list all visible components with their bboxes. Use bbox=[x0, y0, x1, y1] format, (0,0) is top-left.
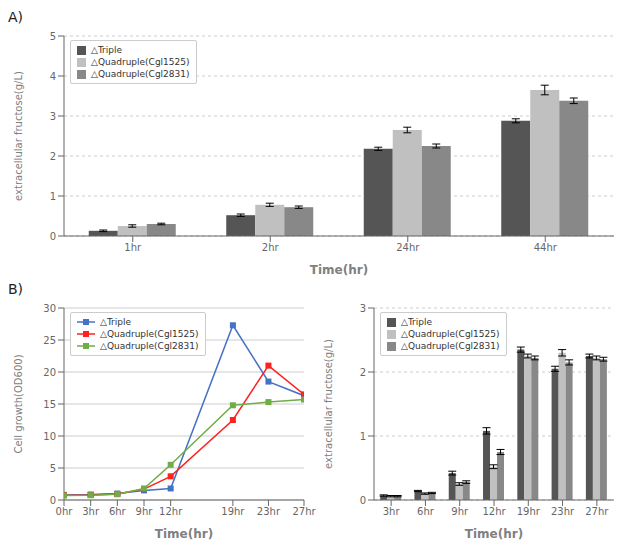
svg-text:Time(hr): Time(hr) bbox=[155, 527, 213, 541]
svg-text:0: 0 bbox=[360, 495, 366, 506]
svg-text:3hr: 3hr bbox=[383, 506, 401, 517]
svg-text:19hr: 19hr bbox=[517, 506, 541, 517]
svg-text:2: 2 bbox=[50, 151, 56, 162]
html-text:△Triple: △Triple bbox=[401, 317, 433, 327]
svg-text:Cell growth(OD600): Cell growth(OD600) bbox=[13, 354, 24, 453]
html-text:△Quadruple(Cgl1525): △Quadruple(Cgl1525) bbox=[401, 329, 500, 339]
svg-text:19hr: 19hr bbox=[221, 506, 245, 517]
svg-text:23hr: 23hr bbox=[551, 506, 575, 517]
html-text:△Quadruple(Cgl2831): △Quadruple(Cgl2831) bbox=[100, 341, 199, 351]
svg-text:12hr: 12hr bbox=[159, 506, 183, 517]
svg-text:9hr: 9hr bbox=[136, 506, 154, 517]
svg-text:0hr: 0hr bbox=[56, 506, 74, 517]
svg-text:0: 0 bbox=[50, 231, 56, 242]
svg-text:2: 2 bbox=[360, 367, 366, 378]
svg-text:3: 3 bbox=[360, 303, 366, 314]
html-text:△Quadruple(Cgl2831): △Quadruple(Cgl2831) bbox=[91, 69, 190, 79]
svg-text:3hr: 3hr bbox=[82, 506, 100, 517]
html-text:A): A) bbox=[8, 9, 23, 25]
svg-text:27hr: 27hr bbox=[585, 506, 609, 517]
svg-text:9hr: 9hr bbox=[451, 506, 469, 517]
svg-text:10: 10 bbox=[43, 431, 56, 442]
svg-text:5: 5 bbox=[50, 31, 56, 42]
html-text:B): B) bbox=[8, 281, 24, 297]
svg-text:5: 5 bbox=[50, 463, 56, 474]
svg-text:3: 3 bbox=[50, 111, 56, 122]
html-text:△Quadruple(Cgl2831): △Quadruple(Cgl2831) bbox=[401, 341, 500, 351]
svg-text:4: 4 bbox=[50, 71, 56, 82]
html-text:△Quadruple(Cgl1525): △Quadruple(Cgl1525) bbox=[100, 329, 199, 339]
svg-text:6hr: 6hr bbox=[417, 506, 435, 517]
svg-text:6hr: 6hr bbox=[109, 506, 127, 517]
svg-text:27hr: 27hr bbox=[292, 506, 316, 517]
svg-text:extracellular fructose(g/L): extracellular fructose(g/L) bbox=[13, 71, 24, 201]
svg-text:12hr: 12hr bbox=[482, 506, 506, 517]
svg-text:30: 30 bbox=[43, 303, 56, 314]
svg-text:2hr: 2hr bbox=[262, 242, 280, 253]
svg-text:0: 0 bbox=[50, 495, 56, 506]
svg-text:25: 25 bbox=[43, 335, 56, 346]
svg-text:20: 20 bbox=[43, 367, 56, 378]
html-text:△Triple: △Triple bbox=[91, 45, 123, 55]
svg-text:extracellular fructose(g/L): extracellular fructose(g/L) bbox=[323, 339, 334, 469]
svg-text:44hr: 44hr bbox=[534, 242, 558, 253]
svg-text:24hr: 24hr bbox=[396, 242, 420, 253]
svg-text:15: 15 bbox=[43, 399, 56, 410]
svg-text:1: 1 bbox=[50, 191, 56, 202]
svg-text:23hr: 23hr bbox=[257, 506, 281, 517]
svg-text:1: 1 bbox=[360, 431, 366, 442]
svg-text:Time(hr): Time(hr) bbox=[465, 527, 523, 541]
svg-text:1hr: 1hr bbox=[124, 242, 142, 253]
html-text:△Triple: △Triple bbox=[100, 317, 132, 327]
svg-text:Time(hr): Time(hr) bbox=[310, 263, 368, 277]
html-text:△Quadruple(Cgl1525): △Quadruple(Cgl1525) bbox=[91, 57, 190, 67]
